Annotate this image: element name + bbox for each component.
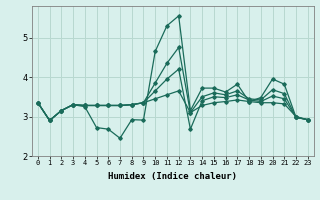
X-axis label: Humidex (Indice chaleur): Humidex (Indice chaleur) xyxy=(108,172,237,181)
